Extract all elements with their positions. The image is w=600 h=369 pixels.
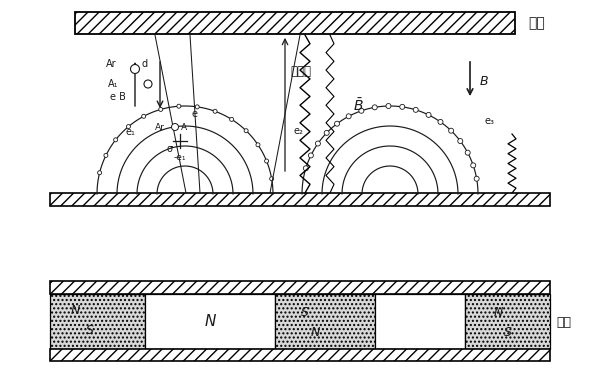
Text: $\bar{B}$: $\bar{B}$ (353, 97, 364, 114)
Text: e₁: e₁ (125, 127, 135, 137)
Text: N: N (70, 304, 80, 317)
Text: A: A (181, 123, 187, 131)
Text: 靶原子: 靶原子 (290, 65, 311, 77)
Circle shape (458, 138, 463, 144)
Circle shape (359, 108, 364, 113)
Circle shape (316, 141, 320, 146)
Circle shape (269, 177, 274, 181)
Text: Ar: Ar (155, 123, 165, 131)
Bar (50, 281, 550, 294)
Bar (50, 349, 550, 361)
Circle shape (113, 138, 118, 142)
Circle shape (230, 117, 233, 121)
Circle shape (474, 176, 479, 181)
Text: S: S (504, 325, 512, 338)
Circle shape (256, 143, 260, 147)
Bar (50, 294, 145, 349)
Bar (375, 294, 465, 349)
Circle shape (304, 166, 308, 171)
Circle shape (400, 104, 405, 109)
Text: σ: σ (167, 144, 173, 154)
Text: d: d (142, 59, 148, 69)
Text: e₂: e₂ (293, 126, 303, 136)
Circle shape (372, 105, 377, 110)
Circle shape (471, 163, 476, 168)
Bar (145, 294, 275, 349)
Text: Ar: Ar (106, 59, 117, 69)
Bar (275, 294, 375, 349)
Text: N: N (310, 325, 320, 338)
Circle shape (104, 154, 108, 158)
Bar (75, 12, 515, 34)
Circle shape (144, 80, 152, 88)
Text: e B: e B (110, 92, 126, 102)
Circle shape (449, 128, 454, 133)
Circle shape (413, 107, 418, 112)
Text: -e₁: -e₁ (174, 152, 186, 162)
Circle shape (127, 125, 130, 128)
Circle shape (346, 114, 351, 119)
Circle shape (98, 171, 101, 175)
Circle shape (308, 153, 313, 158)
Circle shape (465, 150, 470, 155)
Text: B: B (480, 75, 488, 87)
Circle shape (131, 65, 139, 73)
Circle shape (142, 114, 146, 118)
Circle shape (265, 159, 269, 163)
Text: S: S (301, 306, 309, 318)
Circle shape (195, 105, 199, 109)
Circle shape (213, 109, 217, 113)
Text: S: S (86, 324, 94, 338)
Text: A₁: A₁ (107, 79, 118, 89)
Circle shape (172, 124, 179, 131)
Circle shape (438, 120, 443, 124)
Circle shape (335, 121, 340, 126)
Circle shape (244, 129, 248, 133)
Text: e₃: e₃ (485, 116, 495, 126)
Bar (50, 193, 550, 206)
Text: 基片: 基片 (528, 16, 545, 30)
Circle shape (324, 130, 329, 135)
Text: 磁靶: 磁靶 (556, 315, 571, 328)
Circle shape (177, 104, 181, 108)
Circle shape (386, 104, 391, 108)
Circle shape (426, 113, 431, 117)
Text: N: N (493, 306, 503, 318)
Text: e: e (192, 109, 198, 119)
Bar (465, 294, 550, 349)
Circle shape (159, 107, 163, 111)
Text: N: N (205, 314, 215, 330)
